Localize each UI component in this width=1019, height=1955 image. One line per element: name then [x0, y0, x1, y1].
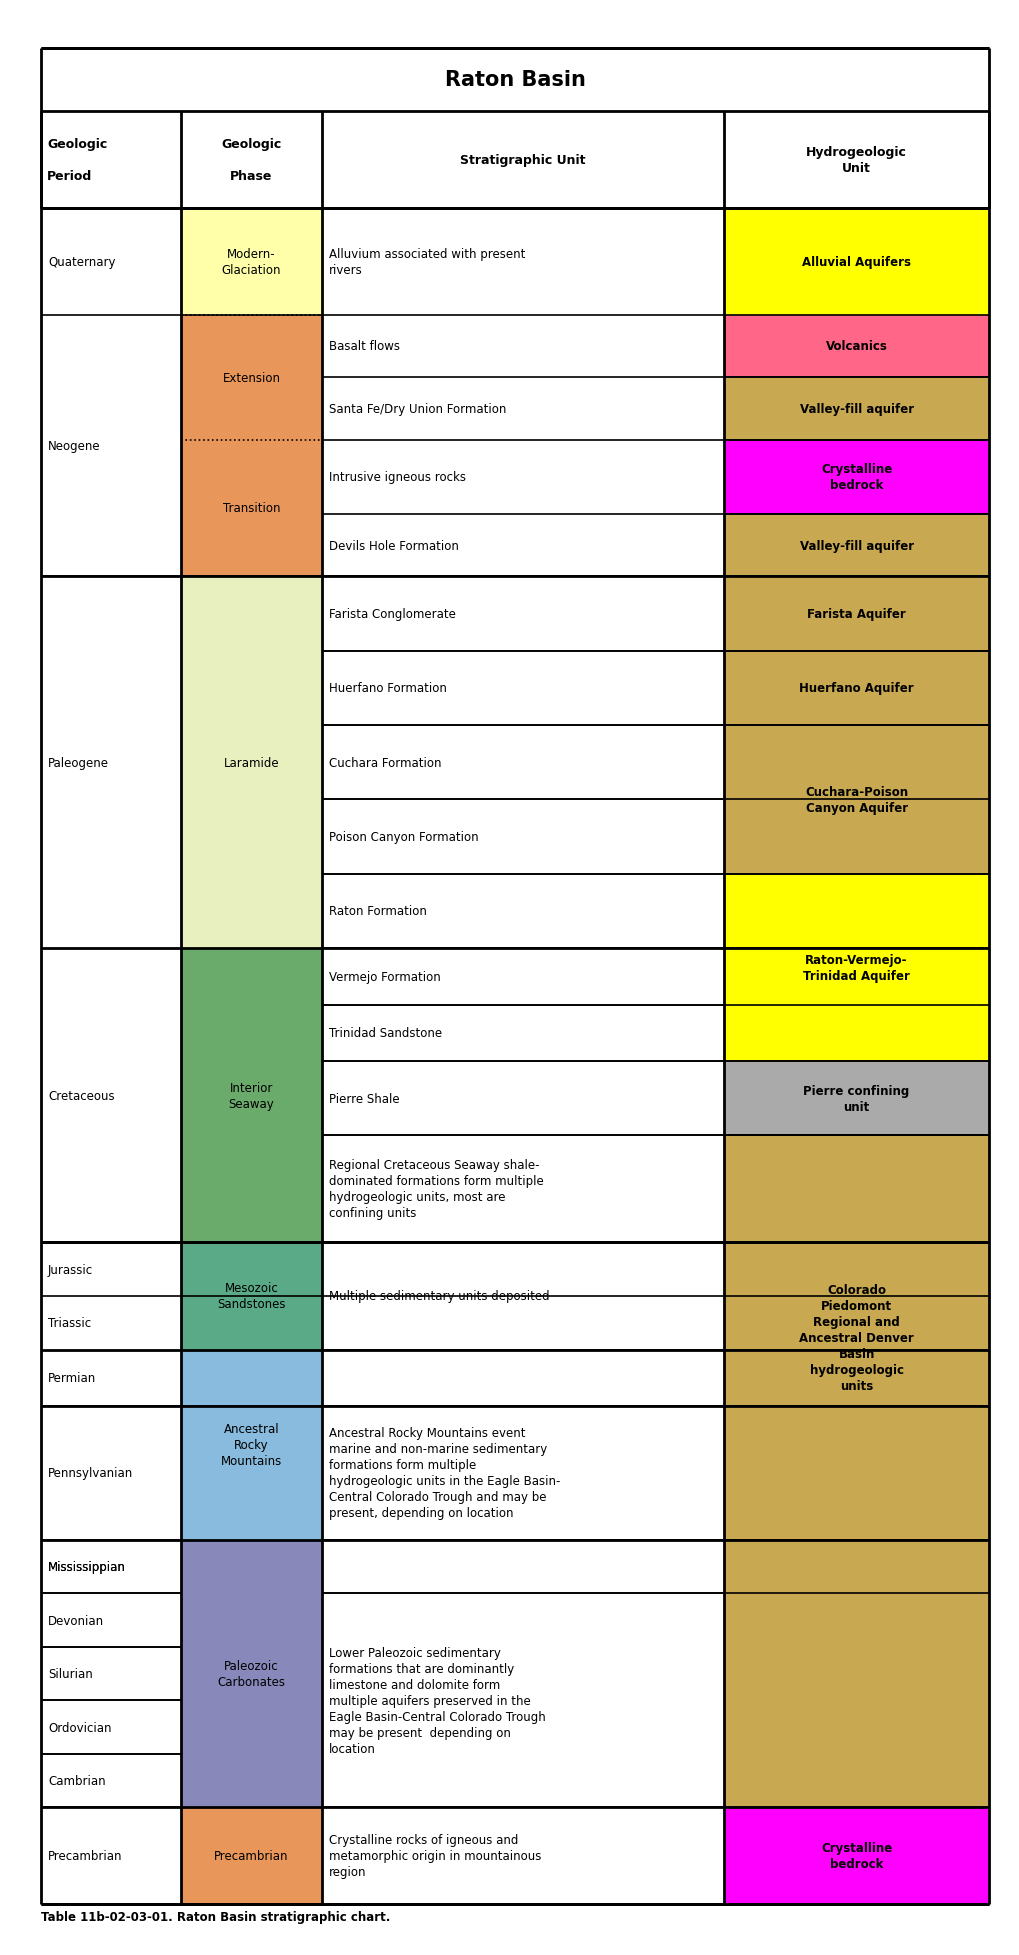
Text: Multiple sedimentary units deposited: Multiple sedimentary units deposited — [328, 1290, 549, 1302]
Text: Hydrogeologic
Unit: Hydrogeologic Unit — [805, 147, 906, 174]
Text: Permian: Permian — [48, 1372, 96, 1384]
Text: Farista Aquifer: Farista Aquifer — [806, 608, 905, 620]
Bar — [723, 315, 988, 377]
Text: Table 11b-02-03-01. Raton Basin stratigraphic chart.: Table 11b-02-03-01. Raton Basin stratigr… — [41, 1910, 390, 1924]
Text: Ordovician: Ordovician — [48, 1720, 111, 1734]
Bar — [723, 440, 988, 514]
Bar — [181, 1349, 321, 1541]
Text: Jurassic: Jurassic — [48, 1263, 93, 1277]
Text: Neogene: Neogene — [48, 440, 101, 454]
Text: Farista Conglomerate: Farista Conglomerate — [328, 608, 455, 620]
Text: Poison Canyon Formation: Poison Canyon Formation — [328, 831, 478, 845]
Text: Basalt flows: Basalt flows — [328, 340, 399, 354]
Text: Raton Formation: Raton Formation — [328, 905, 426, 919]
Text: Cuchara-Poison
Canyon Aquifer: Cuchara-Poison Canyon Aquifer — [804, 786, 907, 815]
Text: Geologic

Period: Geologic Period — [47, 137, 107, 182]
Text: Raton-Vermejo-
Trinidad Aquifer: Raton-Vermejo- Trinidad Aquifer — [802, 954, 909, 981]
Text: Stratigraphic Unit: Stratigraphic Unit — [460, 154, 585, 166]
Text: Ancestral Rocky Mountains event
marine and non-marine sedimentary
formations for: Ancestral Rocky Mountains event marine a… — [328, 1427, 559, 1519]
Text: Vermejo Formation: Vermejo Formation — [328, 970, 440, 983]
Bar — [723, 1062, 988, 1136]
Text: Santa Fe/Dry Union Formation: Santa Fe/Dry Union Formation — [328, 403, 505, 416]
Text: Pennsylvanian: Pennsylvanian — [48, 1466, 133, 1480]
Text: Paleozoic
Carbonates: Paleozoic Carbonates — [217, 1660, 285, 1689]
Bar — [181, 948, 321, 1243]
Bar — [723, 514, 988, 577]
Bar — [181, 1808, 321, 1904]
Text: Volcanics: Volcanics — [824, 340, 887, 354]
Text: Intrusive igneous rocks: Intrusive igneous rocks — [328, 471, 466, 485]
Text: Alluvium associated with present
rivers: Alluvium associated with present rivers — [328, 248, 525, 276]
Text: Geologic

Phase: Geologic Phase — [221, 137, 281, 182]
Text: Huerfano Aquifer: Huerfano Aquifer — [799, 682, 913, 694]
Text: Cambrian: Cambrian — [48, 1775, 105, 1787]
Bar — [723, 725, 988, 874]
Text: Ancestral
Rocky
Mountains: Ancestral Rocky Mountains — [220, 1423, 281, 1468]
Bar — [181, 1243, 321, 1349]
Bar — [723, 377, 988, 440]
Text: Laramide: Laramide — [223, 757, 279, 768]
Text: Modern-
Glaciation: Modern- Glaciation — [221, 248, 281, 276]
Text: Colorado
Piedomont
Regional and
Ancestral Denver
Basin
hydrogeologic
units: Colorado Piedomont Regional and Ancestra… — [799, 1284, 913, 1392]
Bar — [181, 1541, 321, 1808]
Text: Trinidad Sandstone: Trinidad Sandstone — [328, 1026, 441, 1040]
Text: Mississippian: Mississippian — [48, 1560, 125, 1574]
Text: Pierre confining
unit: Pierre confining unit — [803, 1085, 909, 1112]
Text: Valley-fill aquifer: Valley-fill aquifer — [799, 540, 913, 553]
Bar — [723, 1541, 988, 1808]
Bar — [723, 651, 988, 725]
Text: Precambrian: Precambrian — [48, 1849, 122, 1863]
Bar — [723, 577, 988, 651]
Bar — [723, 209, 988, 315]
Text: Pierre Shale: Pierre Shale — [328, 1093, 399, 1105]
Text: Mississippian: Mississippian — [48, 1560, 125, 1574]
Text: Mesozoic
Sandstones: Mesozoic Sandstones — [217, 1282, 285, 1310]
Bar — [723, 1808, 988, 1904]
Text: Regional Cretaceous Seaway shale-
dominated formations form multiple
hydrogeolog: Regional Cretaceous Seaway shale- domina… — [328, 1159, 543, 1220]
Text: Crystalline
bedrock: Crystalline bedrock — [820, 463, 892, 493]
Bar — [181, 440, 321, 577]
Text: Huerfano Formation: Huerfano Formation — [328, 682, 446, 694]
Text: Precambrian: Precambrian — [214, 1849, 288, 1863]
Text: Quaternary: Quaternary — [48, 256, 115, 268]
Text: Devonian: Devonian — [48, 1613, 104, 1627]
Bar — [723, 1136, 988, 1541]
Bar — [181, 315, 321, 440]
Text: Triassic: Triassic — [48, 1316, 91, 1329]
Text: Lower Paleozoic sedimentary
formations that are dominantly
limestone and dolomit: Lower Paleozoic sedimentary formations t… — [328, 1646, 545, 1756]
Bar — [181, 577, 321, 948]
Text: Paleogene: Paleogene — [48, 757, 109, 768]
Text: Interior
Seaway: Interior Seaway — [228, 1081, 274, 1110]
Text: Extension: Extension — [222, 371, 280, 385]
Text: Crystalline rocks of igneous and
metamorphic origin in mountainous
region: Crystalline rocks of igneous and metamor… — [328, 1834, 540, 1879]
Text: Crystalline
bedrock: Crystalline bedrock — [820, 1842, 892, 1871]
Text: Raton Basin: Raton Basin — [444, 70, 585, 90]
Text: Transition: Transition — [222, 502, 280, 514]
Bar — [723, 874, 988, 1062]
Text: Valley-fill aquifer: Valley-fill aquifer — [799, 403, 913, 416]
Bar — [181, 209, 321, 315]
Text: Cuchara Formation: Cuchara Formation — [328, 757, 441, 768]
Text: Alluvial Aquifers: Alluvial Aquifers — [801, 256, 910, 268]
Text: Silurian: Silurian — [48, 1668, 93, 1679]
Text: Cretaceous: Cretaceous — [48, 1089, 114, 1103]
Text: Devils Hole Formation: Devils Hole Formation — [328, 540, 459, 553]
